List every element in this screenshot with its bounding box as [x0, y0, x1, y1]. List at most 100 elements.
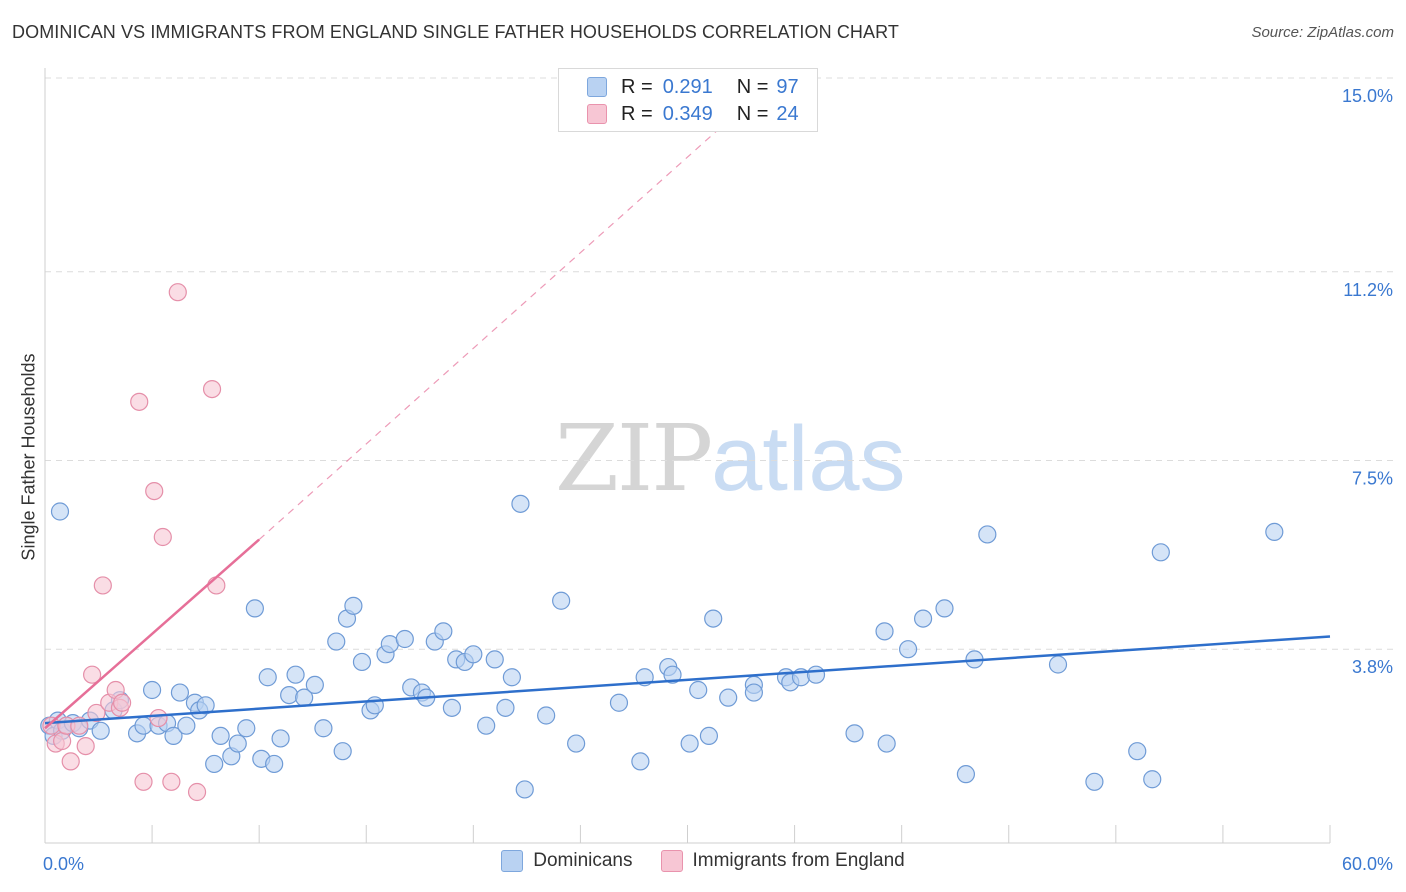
dominicans-point — [237, 719, 256, 738]
series-legend-england[interactable]: Immigrants from England — [660, 850, 905, 872]
watermark-zip: ZIP — [555, 405, 713, 512]
legend-swatch-england — [587, 104, 607, 124]
dominicans-point — [515, 780, 534, 799]
legend-r-label: R = — [621, 75, 653, 98]
y-tick-label: 11.2% — [1343, 280, 1393, 300]
england-point — [149, 708, 168, 728]
dominicans-point — [552, 591, 571, 610]
england-point — [87, 703, 106, 723]
dominicans-point — [395, 629, 414, 649]
legend-r-label: R = — [621, 102, 653, 125]
dominicans-point — [913, 609, 933, 628]
dominicans-point — [205, 754, 224, 774]
y-tick-label: 7.5% — [1352, 469, 1393, 489]
y-axis-label: Single Father Households — [18, 353, 39, 561]
dominicans-point — [744, 683, 763, 702]
dominicans-point — [1128, 742, 1147, 761]
england-point — [202, 380, 222, 399]
dominicans-point — [806, 665, 826, 684]
england-trend-extension — [258, 118, 731, 540]
dominicans-point — [170, 683, 190, 702]
y-tick-label: 15.0% — [1342, 86, 1393, 106]
dominicans-point — [877, 734, 896, 753]
dominicans-point — [496, 698, 515, 717]
legend-n-value: 97 — [776, 75, 799, 98]
dominicans-point — [978, 525, 997, 544]
dominicans-point — [196, 696, 215, 715]
dominicans-point — [845, 724, 864, 743]
dominicans-point — [327, 632, 346, 651]
legend-n-label: N = — [736, 102, 769, 125]
dominicans-point — [875, 622, 894, 641]
dominicans-point — [305, 675, 324, 695]
legend-swatch-dominicans — [587, 77, 607, 97]
england-point — [187, 782, 207, 802]
dominicans-point — [699, 726, 719, 746]
dominicans-point — [935, 599, 954, 618]
england-point — [61, 752, 80, 771]
dominicans-point — [344, 596, 363, 615]
dominicans-point — [265, 754, 284, 774]
dominicans-point — [631, 752, 650, 771]
england-point — [162, 772, 181, 791]
dominicans-point — [502, 668, 521, 687]
dominicans-point — [1143, 770, 1162, 789]
dominicans-point — [511, 494, 530, 513]
dominicans-point — [485, 650, 504, 669]
watermark: ZIPatlas — [555, 405, 906, 512]
dominicans-point — [464, 645, 483, 664]
england-point — [168, 283, 187, 302]
dominicans-point — [258, 668, 277, 687]
england-point — [76, 736, 95, 756]
england-point — [134, 772, 153, 791]
legend-row-england: R = 0.349 N = 24 — [587, 102, 799, 126]
dominicans-point — [442, 698, 462, 717]
dominicans-point — [1048, 655, 1068, 674]
series-swatch-england — [660, 850, 683, 872]
dominicans-point — [286, 665, 305, 684]
dominicans-point — [91, 721, 110, 740]
england-point — [153, 527, 172, 547]
dominicans-trend-line — [44, 635, 1331, 725]
dominicans-point — [164, 726, 183, 746]
dominicans-point — [245, 599, 264, 618]
dominicans-point — [177, 716, 196, 735]
dominicans-point — [142, 680, 162, 700]
series-name-dominicans: Dominicans — [533, 850, 633, 871]
dominicans-point — [352, 652, 372, 672]
legend-r-value: 0.291 — [662, 75, 713, 98]
dominicans-point — [956, 765, 976, 784]
legend-row-dominicans: R = 0.291 N = 97 — [587, 75, 799, 99]
dominicans-point — [680, 734, 699, 753]
england-point — [207, 576, 226, 595]
dominicans-point — [663, 665, 682, 684]
england-point — [83, 665, 102, 684]
source-label: Source: ZipAtlas.com — [1251, 24, 1394, 41]
legend-n-value: 24 — [776, 102, 799, 125]
dominicans-point — [211, 726, 230, 746]
dominicans-point — [1085, 772, 1104, 791]
dominicans-point — [609, 693, 629, 712]
x-tick-label-max: 60.0% — [1342, 854, 1393, 874]
correlation-legend: R = 0.291 N = 97 R = 0.349 N = 24 — [558, 68, 818, 132]
dominicans-point — [228, 734, 247, 753]
dominicans-point — [537, 706, 556, 725]
dominicans-point — [1265, 522, 1284, 542]
series-legend: Dominicans Immigrants from England — [0, 850, 1406, 872]
dominicans-point — [689, 680, 708, 700]
dominicans-point — [898, 640, 918, 659]
dominicans-point — [333, 742, 352, 761]
series-swatch-dominicans — [501, 850, 524, 872]
dominicans-point — [280, 685, 299, 705]
dominicans-point — [434, 622, 453, 641]
legend-r-value: 0.349 — [662, 102, 713, 125]
england-point — [93, 576, 112, 595]
england-point — [53, 731, 72, 751]
series-legend-dominicans[interactable]: Dominicans — [501, 850, 633, 872]
england-point — [145, 482, 164, 501]
y-tick-label: 3.8% — [1352, 657, 1393, 677]
dominicans-point — [567, 734, 586, 753]
x-tick-label-min: 0.0% — [43, 854, 84, 874]
england-trend-line — [44, 538, 260, 730]
